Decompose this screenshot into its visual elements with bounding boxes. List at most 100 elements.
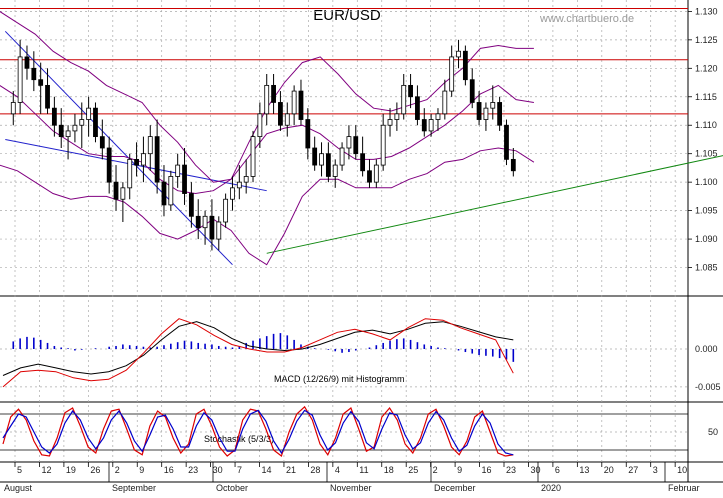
date-tick-label: 30: [213, 465, 223, 475]
candle-body: [353, 136, 359, 155]
candle-body: [58, 124, 64, 138]
macd-tick-label: 0.000: [695, 344, 718, 354]
candle-body: [120, 187, 126, 200]
price-tick-label: 1.095: [695, 206, 718, 216]
candle-body: [106, 147, 112, 183]
candle-body: [230, 187, 235, 200]
date-tick-label: 14: [262, 465, 272, 475]
candle-body: [456, 50, 461, 58]
date-tick-label: 2: [115, 465, 120, 475]
date-tick-label: 10: [677, 465, 687, 475]
candle-body: [278, 102, 283, 126]
candle-body: [243, 176, 249, 183]
candle-body: [45, 84, 50, 109]
candle-body: [476, 102, 482, 120]
candle-body: [182, 164, 187, 194]
watermark: www.chartbuero.de: [539, 13, 634, 25]
candle-body: [113, 181, 119, 200]
candle-body: [305, 119, 311, 149]
candle-body: [483, 107, 489, 120]
candle-body: [257, 113, 263, 138]
candle-body: [216, 221, 222, 240]
price-tick-label: 1.120: [695, 63, 718, 73]
chart-title: EUR/USD: [313, 7, 381, 24]
candle-body: [394, 113, 400, 120]
date-tick-label: 25: [408, 465, 418, 475]
price-tick-label: 1.115: [695, 92, 717, 102]
candle-body: [31, 67, 37, 81]
month-label: September: [112, 483, 156, 493]
candle-body: [93, 107, 98, 138]
candle-body: [415, 96, 420, 120]
candle-body: [291, 90, 297, 115]
candle-body: [504, 124, 509, 160]
month-label: October: [216, 483, 248, 493]
date-tick-label: 19: [66, 465, 76, 475]
candle-body: [17, 56, 23, 103]
candle-body: [209, 215, 215, 240]
candle-body: [264, 84, 270, 115]
candle-body: [250, 136, 256, 177]
price-tick-label: 1.130: [695, 6, 718, 16]
date-tick-label: 12: [41, 465, 51, 475]
candle-body: [175, 164, 181, 177]
candle-body: [346, 136, 352, 149]
candle-body: [86, 107, 92, 120]
date-tick-label: 9: [457, 465, 462, 475]
candle-body: [462, 50, 468, 81]
date-tick-label: 2: [433, 465, 438, 475]
candle-body: [51, 107, 57, 126]
candle-body: [442, 90, 448, 115]
candle-body: [127, 158, 133, 189]
candle-body: [332, 164, 338, 177]
candle-body: [236, 181, 242, 189]
trend-line: [266, 155, 723, 254]
candle-body: [188, 193, 194, 217]
price-tick-label: 1.125: [695, 35, 718, 45]
candle-body: [10, 102, 16, 115]
candle-body: [319, 153, 324, 166]
channel-line: [4, 30, 233, 266]
candle-body: [154, 136, 160, 183]
candle-body: [449, 56, 455, 92]
date-tick-label: 5: [17, 465, 22, 475]
month-label: 2020: [541, 483, 561, 493]
candle-body: [387, 119, 393, 126]
macd-signal-line: [2, 318, 514, 388]
macd-label: MACD (12/26/9) mit Histogramm: [274, 374, 405, 384]
candle-body: [510, 158, 516, 172]
stochastic-panel: [0, 405, 688, 457]
candle-body: [72, 124, 78, 132]
date-tick-label: 11: [359, 465, 368, 475]
date-tick-label: 4: [335, 465, 340, 475]
candle-body: [312, 147, 318, 166]
candle-body: [339, 147, 345, 166]
stochastic-d-line: [2, 409, 514, 456]
candle-body: [38, 79, 44, 86]
date-tick-label: 20: [604, 465, 614, 475]
date-tick-label: 6: [555, 465, 560, 475]
price-panel: [0, 8, 723, 266]
candle-body: [79, 119, 85, 126]
candle-body: [65, 130, 71, 138]
date-tick-label: 23: [506, 465, 516, 475]
month-label: December: [434, 483, 476, 493]
date-tick-label: 27: [628, 465, 638, 475]
candle-body: [147, 136, 153, 155]
grid-layer: [0, 0, 723, 483]
price-tick-label: 1.110: [695, 120, 717, 130]
candle-body: [401, 84, 407, 115]
price-tick-label: 1.090: [695, 234, 718, 244]
date-tick-label: 18: [384, 465, 394, 475]
candle-body: [99, 136, 105, 149]
price-tick-label: 1.100: [695, 177, 718, 187]
month-label: Februar: [668, 483, 700, 493]
date-tick-label: 23: [188, 465, 198, 475]
candle-body: [325, 153, 331, 177]
month-label: August: [4, 483, 33, 493]
candle-body: [161, 181, 167, 206]
candle-body: [223, 198, 229, 223]
price-tick-label: 1.085: [695, 263, 718, 273]
